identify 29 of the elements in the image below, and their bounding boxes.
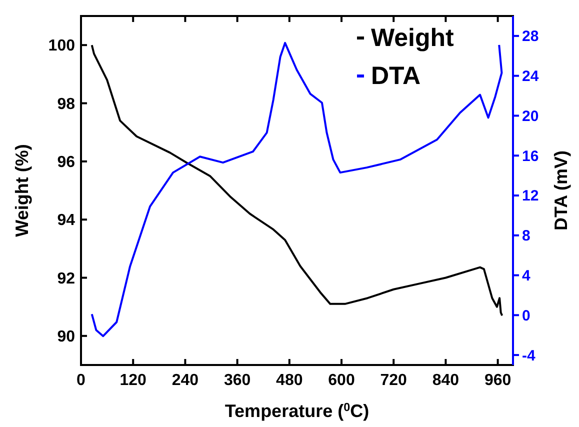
y-tick-label: 90 xyxy=(57,328,76,346)
y2-tick-label: 16 xyxy=(522,148,539,165)
x-tick-label: 120 xyxy=(120,372,147,389)
y2-tick-label: 28 xyxy=(522,28,539,46)
y2-tick-label: 20 xyxy=(522,108,539,125)
y2-tick-label: 12 xyxy=(522,188,539,205)
x-tick-label: 840 xyxy=(432,372,460,389)
x-tick-label: 480 xyxy=(276,372,303,389)
y-tick-label: 96 xyxy=(57,154,76,172)
y-tick-label: 94 xyxy=(57,212,76,230)
y2-tick-label: 4 xyxy=(522,268,531,285)
y2-axis-title: DTA (mV) xyxy=(551,150,571,230)
x-tick-label: 960 xyxy=(484,372,512,389)
legend-label: DTA xyxy=(371,62,421,90)
x-tick-label: 600 xyxy=(328,372,355,389)
y-axis-title: Weight (%) xyxy=(12,144,32,237)
legend-label: Weight xyxy=(371,24,455,52)
x-tick-label: 360 xyxy=(224,372,251,389)
y-tick-label: 92 xyxy=(57,270,76,288)
x-tick-label: 240 xyxy=(172,372,199,389)
y2-tick-label: 8 xyxy=(522,228,530,245)
x-tick-label: 0 xyxy=(76,372,86,389)
y2-tick-label: -4 xyxy=(522,347,536,364)
y2-tick-label: 0 xyxy=(522,307,530,324)
y-tick-label: 98 xyxy=(57,96,76,113)
y2-tick-label: 24 xyxy=(522,68,540,86)
x-tick-label: 720 xyxy=(380,372,408,389)
y-tick-label: 100 xyxy=(48,38,76,55)
x-axis-title: Temperature ($^{0}$C) xyxy=(224,400,370,421)
